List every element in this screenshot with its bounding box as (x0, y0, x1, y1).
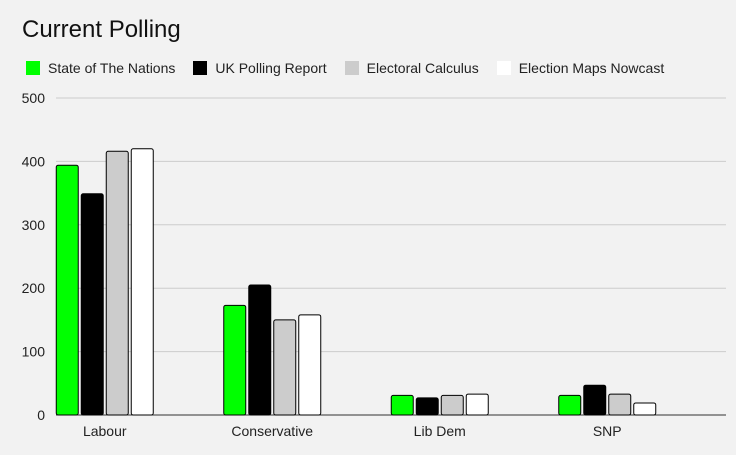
legend: State of The Nations UK Polling Report Ele… (26, 59, 682, 77)
legend-label: Election Maps Nowcast (518, 60, 665, 76)
bar-snp-election-maps-nowcast (633, 402, 657, 416)
legend-label: Electoral Calculus (366, 60, 479, 76)
bar-labour-state-of-the-nations (55, 164, 79, 416)
y-tick-label: 100 (22, 344, 46, 360)
bar-snp-state-of-the-nations (558, 394, 582, 416)
y-tick-label: 0 (37, 407, 45, 423)
legend-swatch (344, 61, 359, 75)
y-tick-label: 400 (22, 153, 46, 169)
legend-swatch (193, 61, 208, 75)
bar-lib-dem-state-of-the-nations (390, 394, 414, 416)
legend-item-state-of-the-nations[interactable]: State of The Nations (26, 60, 175, 76)
legend-item-electoral-calculus[interactable]: Electoral Calculus (344, 60, 479, 76)
legend-item-election-maps-nowcast[interactable]: Election Maps Nowcast (496, 60, 665, 76)
bar-conservative-state-of-the-nations (223, 304, 247, 416)
bar-conservative-uk-polling-report (248, 284, 272, 416)
x-category-label: SNP (593, 423, 622, 439)
bar-conservative-election-maps-nowcast (298, 314, 322, 416)
bar-snp-electoral-calculus (608, 393, 632, 416)
chart-title: Current Polling (22, 16, 181, 43)
legend-item-uk-polling-report[interactable]: UK Polling Report (193, 60, 327, 76)
legend-label: UK Polling Report (215, 60, 327, 76)
legend-label: State of The Nations (48, 60, 176, 76)
bar-conservative-electoral-calculus (273, 319, 297, 416)
legend-swatch (26, 61, 40, 75)
x-category-label: Conservative (231, 423, 313, 439)
bar-labour-electoral-calculus (105, 150, 129, 416)
y-tick-label: 300 (22, 217, 46, 233)
bar-lib-dem-electoral-calculus (440, 394, 464, 416)
x-category-label: Labour (83, 423, 127, 439)
bar-labour-election-maps-nowcast (130, 148, 154, 416)
bar-lib-dem-election-maps-nowcast (465, 393, 489, 416)
legend-swatch (496, 61, 511, 75)
bar-snp-uk-polling-report (583, 384, 607, 416)
bar-labour-uk-polling-report (80, 193, 104, 416)
y-tick-label: 500 (22, 90, 46, 106)
y-tick-label: 200 (22, 280, 46, 296)
x-category-label: Lib Dem (414, 423, 466, 439)
bar-lib-dem-uk-polling-report (415, 397, 439, 416)
